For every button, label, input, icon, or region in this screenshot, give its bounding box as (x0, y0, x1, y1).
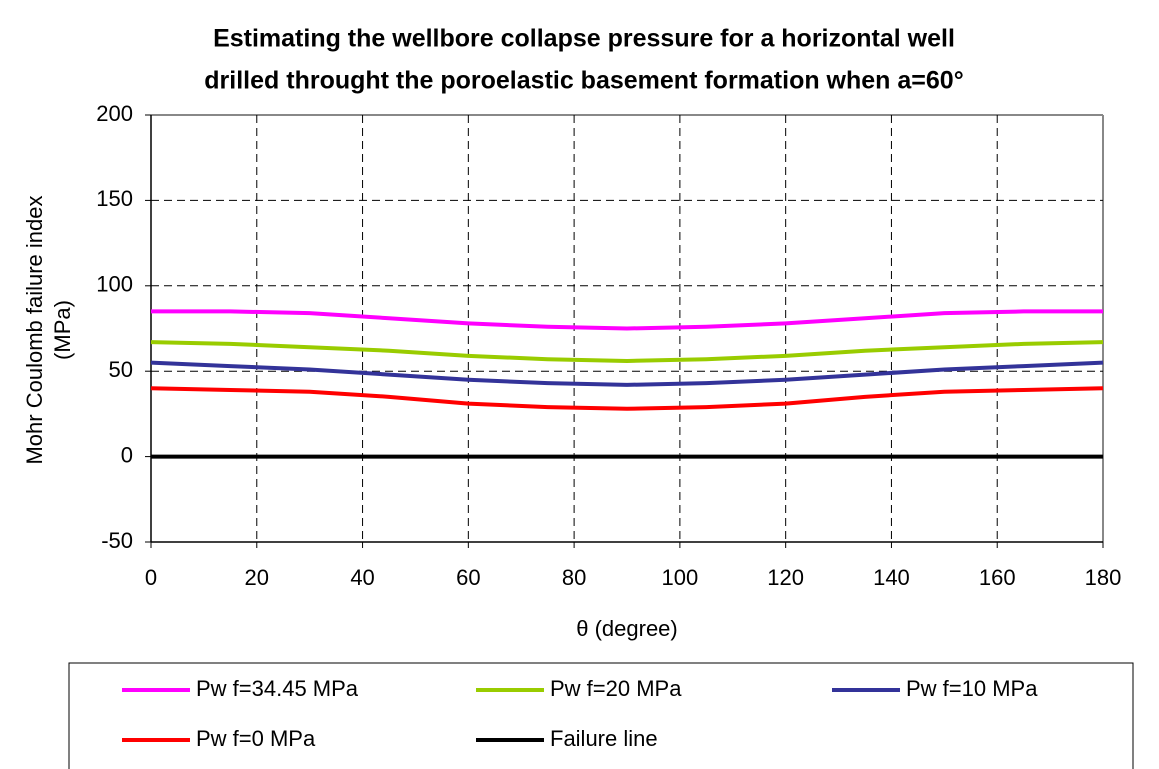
y-tick-label: -50 (101, 528, 133, 553)
y-tick-label: 100 (96, 272, 133, 297)
x-tick-label: 120 (767, 565, 804, 590)
x-tick-label: 40 (350, 565, 374, 590)
y-tick-label: 200 (96, 101, 133, 126)
x-tick-label: 0 (145, 565, 157, 590)
series-line (150, 360, 1104, 387)
series-line (151, 309, 1103, 331)
series-line (150, 340, 1104, 363)
legend-label: Failure line (550, 726, 658, 751)
x-tick-label: 160 (979, 565, 1016, 590)
x-tick-label: 80 (562, 565, 586, 590)
legend-label: Pw f=10 MPa (906, 676, 1038, 701)
y-tick-label: 0 (121, 442, 133, 467)
x-tick-label: 140 (873, 565, 910, 590)
legend-box (68, 662, 1134, 769)
chart-title: drilled throught the poroelastic basemen… (204, 67, 963, 95)
y-tick-label: 150 (96, 186, 133, 211)
y-axis-label: (MPa) (50, 300, 75, 360)
x-tick-label: 100 (662, 565, 699, 590)
x-tick-label: 20 (245, 565, 269, 590)
series-line (150, 386, 1104, 411)
legend-label: Pw f=0 MPa (196, 726, 316, 751)
x-tick-label: 180 (1085, 565, 1122, 590)
x-tick-label: 60 (456, 565, 480, 590)
chart-title: Estimating the wellbore collapse pressur… (213, 25, 955, 53)
y-axis-label: Mohr Coulomb failure index (22, 195, 47, 464)
x-axis-label: θ (degree) (576, 616, 678, 641)
y-tick-label: 50 (109, 357, 133, 382)
legend-label: Pw f=20 MPa (550, 676, 682, 701)
legend-label: Pw f=34.45 MPa (196, 676, 359, 701)
